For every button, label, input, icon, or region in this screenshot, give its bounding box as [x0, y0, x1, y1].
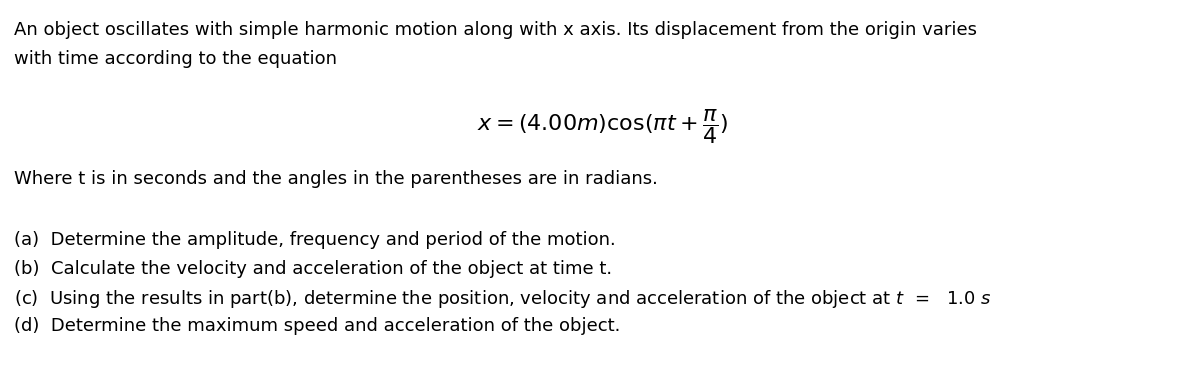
Text: An object oscillates with simple harmonic motion along with x axis. Its displace: An object oscillates with simple harmoni… [14, 21, 978, 39]
Text: $x = (4.00m)\mathrm{cos}(\pi t + \dfrac{\pi}{4})$: $x = (4.00m)\mathrm{cos}(\pi t + \dfrac{… [477, 107, 727, 146]
Text: (b)  Calculate the velocity and acceleration of the object at time t.: (b) Calculate the velocity and accelerat… [14, 260, 613, 278]
Text: Where t is in seconds and the angles in the parentheses are in radians.: Where t is in seconds and the angles in … [14, 170, 659, 188]
Text: with time according to the equation: with time according to the equation [14, 50, 337, 68]
Text: (a)  Determine the amplitude, frequency and period of the motion.: (a) Determine the amplitude, frequency a… [14, 231, 616, 249]
Text: (c)  Using the results in part(b), determine the position, velocity and accelera: (c) Using the results in part(b), determ… [14, 288, 992, 311]
Text: (d)  Determine the maximum speed and acceleration of the object.: (d) Determine the maximum speed and acce… [14, 317, 621, 335]
